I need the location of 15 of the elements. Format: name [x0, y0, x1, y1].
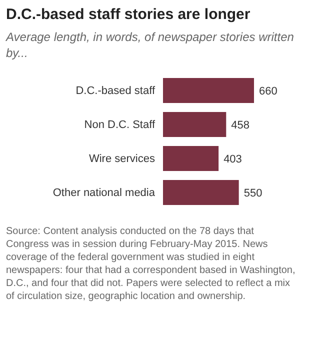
y-tick-label: Non D.C. Staff	[84, 118, 156, 131]
data-label: 660	[259, 85, 278, 98]
bar	[163, 180, 239, 205]
data-label: 403	[224, 153, 242, 166]
data-label: 458	[231, 119, 250, 132]
bar	[163, 112, 226, 137]
chart-title: D.C.-based staff stories are longer	[6, 6, 252, 23]
y-tick-label: D.C.-based staff	[76, 84, 156, 97]
bar	[163, 146, 219, 171]
y-tick-label: Other national media	[52, 186, 156, 199]
y-tick-label: Wire services	[88, 152, 156, 165]
bar	[163, 78, 254, 103]
source-note: Source: Content analysis conducted on the 78 days that Congress was in session during February-May 2015. News coverage of the federal government was studied in eight newspapers: four that had a correspondent based in Washington, D.C., and four that did not. Papers were selected to reflect a mix of circulation size, geographic location and ownership.	[6, 225, 296, 303]
chart-subtitle: Average length, in words, of newspaper stories written by...	[6, 29, 295, 61]
data-label: 550	[244, 187, 262, 200]
